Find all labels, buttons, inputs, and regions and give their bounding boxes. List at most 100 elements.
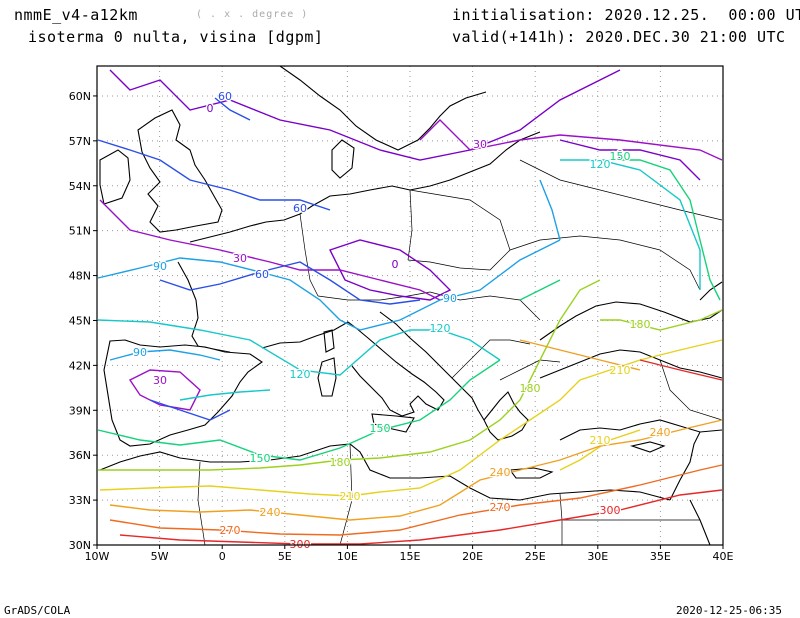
isotherm-150-line bbox=[519, 279, 561, 301]
isotherm-270-label: 270 bbox=[220, 524, 241, 537]
y-tick-label: 36N bbox=[69, 449, 91, 462]
isotherm-120-label: 120 bbox=[290, 368, 311, 381]
border-belarus bbox=[519, 159, 723, 221]
isotherm-240-label: 240 bbox=[490, 466, 511, 479]
coastline-sardinia bbox=[317, 357, 337, 397]
isotherm-90-label: 90 bbox=[443, 292, 457, 305]
isotherm-60-label: 60 bbox=[293, 202, 307, 215]
coastline-baltic bbox=[409, 131, 541, 191]
isotherm-30-label: 30 bbox=[153, 374, 167, 387]
y-tick-label: 45N bbox=[69, 314, 91, 327]
isotherm-300-line bbox=[639, 359, 723, 381]
coastline-adriatic-east bbox=[379, 311, 485, 421]
isotherm-0-label: 0 bbox=[617, 148, 624, 161]
x-tick-label: 25E bbox=[525, 550, 546, 563]
border-balkans-2 bbox=[451, 339, 531, 379]
isotherm-210-label: 210 bbox=[590, 434, 611, 447]
coastline-scandinavia bbox=[279, 66, 487, 151]
isotherm-270-label: 270 bbox=[490, 501, 511, 514]
y-tick-label: 60N bbox=[69, 90, 91, 103]
isotherm-300-line bbox=[119, 489, 723, 545]
y-tick-label: 57N bbox=[69, 135, 91, 148]
isotherm-60-line bbox=[97, 139, 331, 211]
isotherm-180-label: 180 bbox=[330, 456, 351, 469]
y-tick-label: 33N bbox=[69, 494, 91, 507]
isotherm-60-line bbox=[159, 261, 421, 305]
coastline-mediterranean-france bbox=[261, 321, 349, 349]
isotherm-0-label: 0 bbox=[207, 102, 214, 115]
isotherm-180-label: 180 bbox=[630, 318, 651, 331]
axis-ticks: 10W 5W 0 5E 10E 15E 20E 25E 30E 35E 40E 60N 57N 54N 51… bbox=[69, 90, 734, 563]
isotherm-150-line bbox=[97, 359, 501, 461]
isotherm-60-label: 60 bbox=[255, 268, 269, 281]
coastline-corsica bbox=[323, 329, 335, 353]
coastline-turkey bbox=[539, 349, 723, 379]
x-tick-label: 10W bbox=[85, 550, 110, 563]
border-alps bbox=[317, 291, 431, 301]
isotherm-30-line bbox=[419, 119, 723, 161]
isotherm-90-label: 90 bbox=[153, 260, 167, 273]
y-tick-label: 54N bbox=[69, 180, 91, 193]
isotherm-180-label: 180 bbox=[520, 382, 541, 395]
isotherm-30-label: 30 bbox=[233, 252, 247, 265]
isotherm-90-line bbox=[109, 349, 221, 361]
border-tunisia-libya bbox=[339, 443, 353, 545]
valid-time: valid(+141h): 2020.DEC.30 21:00 UTC bbox=[452, 28, 786, 46]
border-turkey-east bbox=[659, 359, 723, 421]
isotherm-150-line bbox=[600, 159, 721, 301]
isotherm-210-label: 210 bbox=[340, 490, 361, 503]
field-title: isoterma 0 nulta, visina [dgpm] bbox=[28, 28, 324, 46]
contour-labels: 0003030306060609090901201201201501501501… bbox=[132, 89, 672, 553]
isotherm-90-label: 90 bbox=[133, 346, 147, 359]
isotherm-150-label: 150 bbox=[250, 452, 271, 465]
coastline-bay-biscay bbox=[177, 261, 199, 347]
isotherm-270-line bbox=[109, 464, 723, 536]
isotherm-90-line bbox=[539, 179, 561, 241]
y-tick-label: 48N bbox=[69, 270, 91, 283]
isotherm-180-line bbox=[600, 309, 723, 331]
coastline-ireland bbox=[99, 149, 131, 205]
x-tick-label: 5W bbox=[151, 550, 169, 563]
isotherm-60-line bbox=[149, 399, 231, 421]
coastline-caspian-west bbox=[699, 281, 723, 301]
map-background bbox=[97, 66, 723, 545]
border-germany-west bbox=[299, 213, 319, 297]
isotherm-60-line bbox=[214, 97, 251, 121]
x-tick-label: 10E bbox=[337, 550, 358, 563]
y-tick-label: 30N bbox=[69, 539, 91, 552]
isotherm-120-line bbox=[97, 319, 501, 376]
isotherm-210-line bbox=[559, 429, 641, 471]
y-tick-label: 51N bbox=[69, 225, 91, 238]
units-note: ( . x . degree ) bbox=[196, 9, 309, 20]
isotherm-150-label: 150 bbox=[370, 422, 391, 435]
isotherm-30-line bbox=[128, 369, 201, 411]
x-tick-label: 35E bbox=[650, 550, 671, 563]
isotherm-180-line bbox=[98, 279, 601, 471]
x-tick-label: 5E bbox=[278, 550, 292, 563]
x-tick-label: 15E bbox=[400, 550, 421, 563]
coastline-sicily bbox=[371, 413, 415, 433]
border-ukraine bbox=[509, 235, 701, 291]
isotherm-210-line bbox=[99, 339, 723, 497]
isotherm-300-label: 300 bbox=[600, 504, 621, 517]
x-tick-label: 0 bbox=[219, 550, 226, 563]
coastline-levant bbox=[669, 431, 701, 501]
footer-software: GrADS/COLA bbox=[4, 604, 71, 617]
isotherm-90-line bbox=[97, 239, 561, 331]
borders bbox=[197, 159, 723, 545]
init-time: initialisation: 2020.12.25. 00:00 UTC bbox=[452, 6, 800, 24]
footer-timestamp: 2020-12-25-06:35 bbox=[676, 604, 782, 617]
isotherm-0-line bbox=[329, 239, 452, 301]
isotherm-240-line bbox=[109, 419, 723, 521]
coastline-denmark bbox=[331, 139, 355, 179]
coastline-cyprus bbox=[629, 441, 666, 453]
isotherm-240-label: 240 bbox=[260, 506, 281, 519]
isotherm-0-line bbox=[109, 69, 621, 161]
coastline-turkey-south bbox=[559, 419, 723, 441]
y-tick-label: 39N bbox=[69, 404, 91, 417]
isotherm-0-line bbox=[559, 139, 701, 181]
y-tick-label: 42N bbox=[69, 359, 91, 372]
border-germany-east bbox=[407, 189, 413, 261]
coastline-north-africa bbox=[99, 443, 671, 501]
